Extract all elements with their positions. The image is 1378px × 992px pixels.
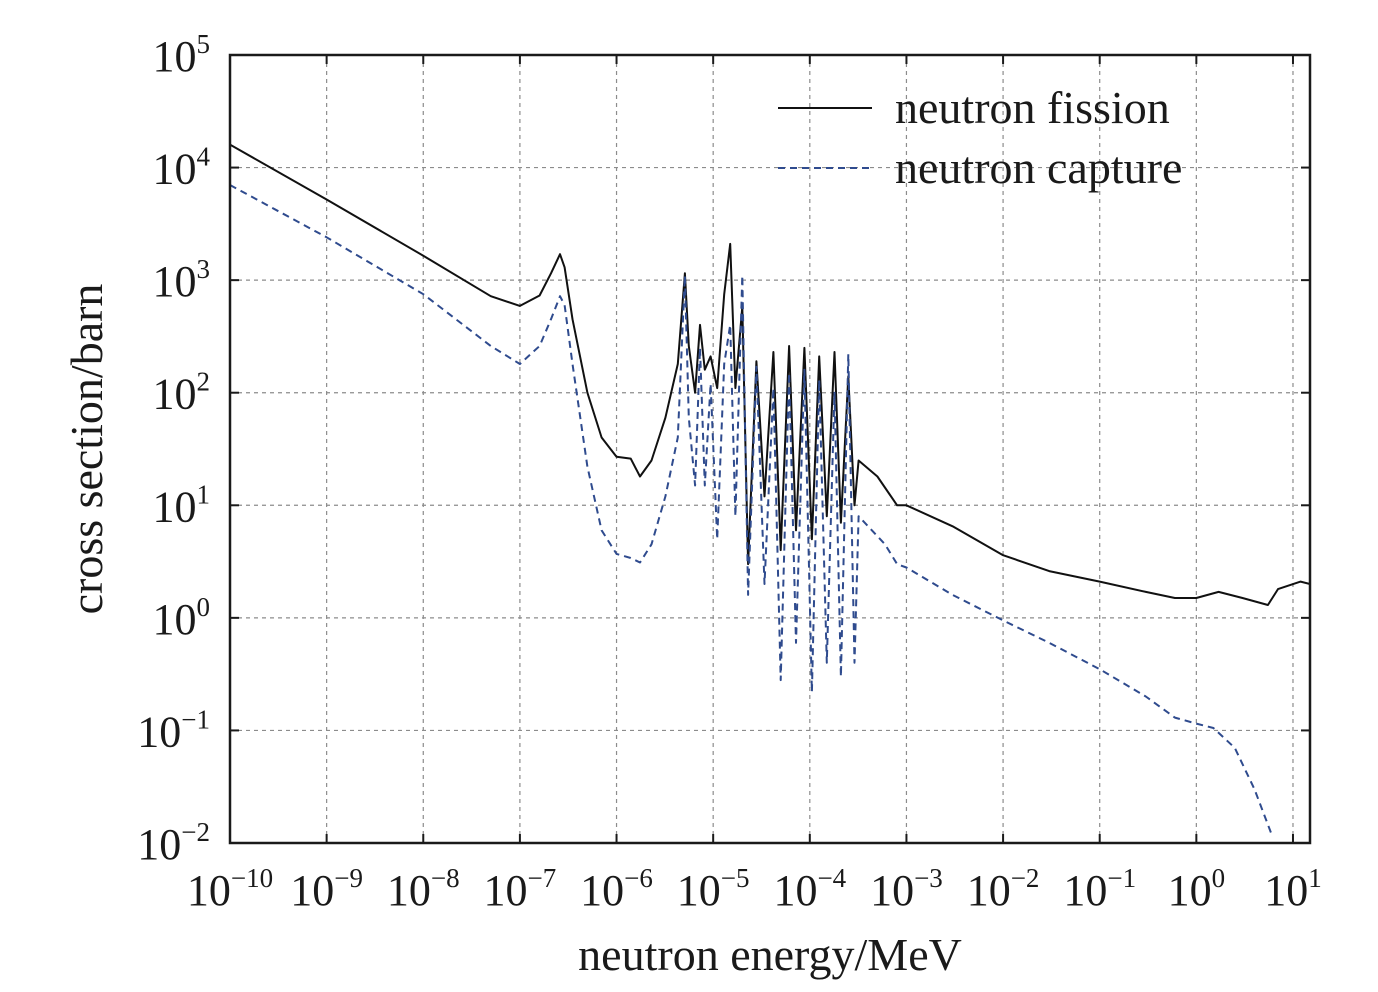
y-tick-base: 10: [153, 595, 197, 644]
x-tick-label: 10−1: [1063, 863, 1136, 915]
x-tick-exponent: −3: [914, 863, 943, 893]
y-tick-base: 10: [153, 257, 197, 306]
x-tick-base: 10: [870, 866, 914, 915]
x-tick-label: 101: [1264, 863, 1322, 915]
y-tick-exponent: 5: [197, 29, 211, 59]
x-tick-base: 10: [677, 866, 721, 915]
x-tick-exponent: −10: [231, 863, 273, 893]
x-tick-exponent: −6: [624, 863, 653, 893]
x-tick-exponent: −1: [1107, 863, 1136, 893]
y-tick-label: 101: [153, 479, 211, 531]
y-tick-label: 102: [153, 367, 211, 419]
y-tick-label: 104: [153, 142, 211, 194]
y-tick-exponent: −1: [181, 704, 210, 734]
y-tick-exponent: 0: [197, 592, 211, 622]
x-tick-exponent: −8: [431, 863, 460, 893]
x-tick-base: 10: [484, 866, 528, 915]
x-tick-label: 10−3: [870, 863, 943, 915]
x-tick-label: 10−4: [773, 863, 846, 915]
x-tick-label: 100: [1168, 863, 1226, 915]
y-tick-exponent: 1: [197, 479, 211, 509]
series-layer: [230, 143, 1310, 835]
legend-label-neutron-capture: neutron capture: [895, 142, 1182, 193]
x-tick-base: 10: [290, 866, 334, 915]
x-tick-label: 10−2: [967, 863, 1040, 915]
x-tick-label: 10−9: [290, 863, 363, 915]
x-tick-base: 10: [187, 866, 231, 915]
x-tick-base: 10: [773, 866, 817, 915]
y-tick-base: 10: [153, 482, 197, 531]
y-tick-base: 10: [137, 820, 181, 869]
y-tick-exponent: 2: [197, 367, 211, 397]
x-tick-base: 10: [967, 866, 1011, 915]
x-tick-exponent: −5: [721, 863, 750, 893]
x-tick-base: 10: [1168, 866, 1212, 915]
x-tick-label: 10−5: [677, 863, 750, 915]
y-tick-label: 103: [153, 254, 211, 306]
x-tick-base: 10: [580, 866, 624, 915]
legend: neutron fission neutron capture: [778, 82, 1182, 193]
x-tick-label: 10−8: [387, 863, 460, 915]
y-tick-base: 10: [137, 707, 181, 756]
x-tick-base: 10: [387, 866, 431, 915]
y-tick-base: 10: [153, 145, 197, 194]
x-tick-label: 10−10: [187, 863, 273, 915]
y-tick-base: 10: [153, 32, 197, 81]
legend-label-neutron-fission: neutron fission: [895, 82, 1170, 133]
y-tick-label: 100: [153, 592, 211, 644]
y-tick-exponent: 3: [197, 254, 211, 284]
x-tick-exponent: −2: [1011, 863, 1040, 893]
y-tick-label: 105: [153, 29, 211, 81]
x-tick-base: 10: [1063, 866, 1107, 915]
x-tick-exponent: 0: [1212, 863, 1226, 893]
y-tick-base: 10: [153, 370, 197, 419]
plot-frame: [228, 53, 1312, 845]
grid: [230, 55, 1310, 843]
y-tick-exponent: −2: [181, 817, 210, 847]
neutron-capture-line: [230, 184, 1273, 835]
y-tick-exponent: 4: [197, 142, 211, 172]
x-tick-exponent: 1: [1308, 863, 1322, 893]
x-tick-labels: 10−10 10−9 10−8 10−7 10−6 10−5 10−4 10−3 10−2 10−…: [187, 863, 1322, 915]
y-axis-label: cross section/barn: [61, 284, 112, 615]
x-tick-base: 10: [1264, 866, 1308, 915]
x-tick-exponent: −7: [528, 863, 557, 893]
y-tick-label: 10−1: [137, 704, 210, 756]
x-tick-label: 10−7: [484, 863, 557, 915]
x-tick-exponent: −9: [334, 863, 363, 893]
x-axis-label: neutron energy/MeV: [578, 929, 962, 980]
x-tick-label: 10−6: [580, 863, 653, 915]
y-tick-label: 10−2: [137, 817, 210, 869]
x-tick-exponent: −4: [817, 863, 846, 893]
neutron-fission-line: [230, 143, 1310, 606]
ticks: [229, 54, 1310, 844]
